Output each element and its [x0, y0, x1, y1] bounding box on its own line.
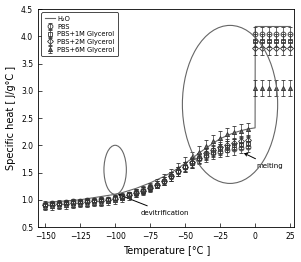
H₂O: [260, 25, 264, 28]
H₂O: [99, 195, 103, 198]
H₂O: [162, 175, 166, 178]
H₂O: [141, 184, 145, 187]
H₂O: [225, 134, 229, 137]
H₂O: [71, 199, 75, 202]
H₂O: [239, 129, 243, 132]
H₂O: [183, 162, 187, 165]
H₂O: [127, 189, 131, 192]
H₂O: [288, 25, 292, 28]
H₂O: [155, 178, 159, 181]
H₂O: [50, 200, 54, 204]
Line: H₂O: H₂O: [45, 26, 290, 203]
H₂O: [134, 187, 138, 190]
H₂O: [92, 196, 96, 199]
H₂O: [267, 25, 271, 28]
H₂O: [43, 201, 47, 204]
H₂O: [211, 141, 215, 145]
H₂O: [120, 191, 124, 194]
H₂O: [253, 25, 257, 28]
H₂O: [176, 167, 180, 170]
H₂O: [57, 200, 61, 203]
Text: melting: melting: [245, 154, 283, 169]
Y-axis label: Specific heat [ J/g°C ]: Specific heat [ J/g°C ]: [5, 66, 16, 170]
X-axis label: Temperature [°C ]: Temperature [°C ]: [123, 247, 210, 256]
H₂O: [253, 126, 257, 129]
H₂O: [219, 137, 222, 140]
H₂O: [148, 181, 152, 184]
H₂O: [275, 25, 278, 28]
Text: devitrification: devitrification: [119, 194, 189, 216]
H₂O: [191, 157, 194, 160]
H₂O: [106, 194, 110, 197]
H₂O: [247, 127, 250, 130]
H₂O: [232, 131, 236, 134]
H₂O: [85, 197, 89, 200]
Legend: H₂O, PBS, PBS+1M Glycerol, PBS+2M Glycerol, PBS+6M Glycerol: H₂O, PBS, PBS+1M Glycerol, PBS+2M Glycer…: [42, 12, 118, 56]
H₂O: [197, 151, 201, 155]
H₂O: [113, 193, 117, 196]
H₂O: [204, 146, 208, 150]
H₂O: [78, 198, 82, 201]
H₂O: [169, 171, 173, 174]
H₂O: [64, 199, 68, 203]
H₂O: [281, 25, 285, 28]
